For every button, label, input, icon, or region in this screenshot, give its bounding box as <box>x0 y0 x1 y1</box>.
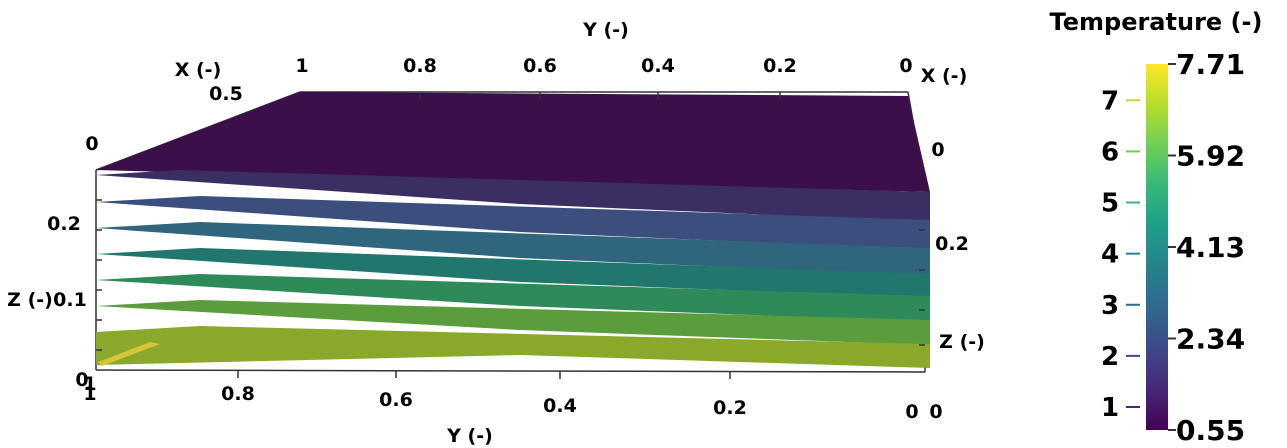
colorbar-right-label: 4.13 <box>1176 231 1245 264</box>
colorbar-left-tick-label: 6 <box>1101 137 1119 167</box>
contour-layer-6 <box>96 274 930 322</box>
contour-layers <box>96 92 930 368</box>
top-y-axis-title: Y (-) <box>582 19 629 41</box>
contour-layer-5 <box>96 248 930 298</box>
bottom-y-tick-0-8: 0.8 <box>221 383 255 405</box>
bottom-y-tick-1: 1 <box>83 383 96 405</box>
top-y-tick-0-6: 0.6 <box>523 55 557 77</box>
colorbar-left-tick-label: 4 <box>1101 240 1119 270</box>
top-y-tick-0-8: 0.8 <box>403 55 437 77</box>
contour-layer-1 <box>96 92 930 192</box>
colorbar-right-label: 7.71 <box>1176 48 1245 81</box>
bottom-right-extra-tick: 0 <box>929 401 942 423</box>
bottom-y-tick-0-2: 0.2 <box>713 397 747 419</box>
left-z-tick-0: 0 <box>75 369 88 391</box>
left-x-tick-1: 1 <box>83 373 96 395</box>
colorbar: Temperature (-) 1 2 3 4 5 6 7 7.71 5.92 4.13 2.34… <box>1050 8 1263 447</box>
right-x-axis-title: X (-) <box>921 65 968 87</box>
top-y-tick-1: 1 <box>295 55 308 77</box>
colorbar-left-tick-label: 2 <box>1101 342 1119 372</box>
left-x-tick-0: 0 <box>85 133 98 155</box>
right-z-tick-0: 0 <box>931 139 944 161</box>
left-z-tick-0-2: 0.2 <box>47 213 81 235</box>
left-x-tick-0-5: 0.5 <box>209 83 243 105</box>
colorbar-left-tick-label: 5 <box>1101 189 1119 219</box>
colorbar-right-labels: 7.71 5.92 4.13 2.34 0.55 <box>1168 48 1245 447</box>
contour-layer-2 <box>96 170 930 222</box>
contour-layer-3 <box>96 196 930 250</box>
left-x-axis-title: X (-) <box>175 59 222 81</box>
contour-layer-4 <box>96 222 930 276</box>
contour-layer-8 <box>96 326 930 368</box>
colorbar-left-tick-label: 7 <box>1101 86 1119 116</box>
right-z-tick-0-2: 0.2 <box>935 233 969 255</box>
top-y-tick-0-2: 0.2 <box>763 55 797 77</box>
colorbar-gradient <box>1146 64 1168 430</box>
colorbar-title: Temperature (-) <box>1050 8 1263 36</box>
bottom-y-axis-title: Y (-) <box>446 425 493 447</box>
colorbar-left-ticks: 1 2 3 4 5 6 7 <box>1101 86 1140 423</box>
top-y-tick-0: 0 <box>899 55 912 77</box>
left-z-tick-0-1: 0.1 <box>53 289 87 311</box>
bottom-y-tick-0-4: 0.4 <box>543 395 577 417</box>
left-z-axis-title: Z (-) <box>7 289 53 311</box>
contour-layer-sliver <box>98 342 160 366</box>
axis-ticks <box>96 92 925 379</box>
frame-bottom-edge <box>95 369 926 373</box>
right-z-axis-title: Z (-) <box>939 331 985 353</box>
colorbar-right-label: 0.55 <box>1176 414 1245 447</box>
contour-layer-7 <box>96 300 930 345</box>
top-y-tick-0-4: 0.4 <box>641 55 675 77</box>
colorbar-left-tick-label: 3 <box>1101 291 1119 321</box>
bottom-y-tick-0: 0 <box>905 401 918 423</box>
colorbar-right-label: 5.92 <box>1176 140 1245 173</box>
colorbar-left-tick-label: 1 <box>1101 393 1119 423</box>
bottom-y-tick-0-6: 0.6 <box>379 389 413 411</box>
colorbar-right-label: 2.34 <box>1176 323 1245 356</box>
